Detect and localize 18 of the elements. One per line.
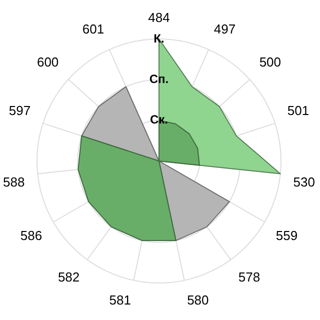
spoke-label: 581 (109, 292, 131, 308)
spoke-label: 600 (36, 54, 59, 70)
spoke-label: 501 (287, 103, 310, 118)
spoke-label: 588 (3, 174, 25, 190)
spoke-label: 497 (214, 21, 236, 36)
y-tick-label: Сп. (149, 72, 169, 86)
spoke-label: 559 (276, 228, 298, 243)
spoke-label: 597 (8, 103, 31, 118)
spoke-label: 586 (20, 228, 42, 243)
spoke-label: 582 (58, 270, 80, 285)
spoke-label: 580 (187, 292, 209, 308)
y-tick-label: К. (154, 31, 164, 46)
spoke-label: 530 (293, 174, 315, 190)
y-tick-label: Ск. (150, 112, 168, 127)
spoke-label: 484 (148, 10, 170, 25)
spoke-label: 500 (259, 54, 282, 70)
spoke-label: 601 (82, 21, 104, 36)
spoke-label: 578 (238, 270, 260, 285)
